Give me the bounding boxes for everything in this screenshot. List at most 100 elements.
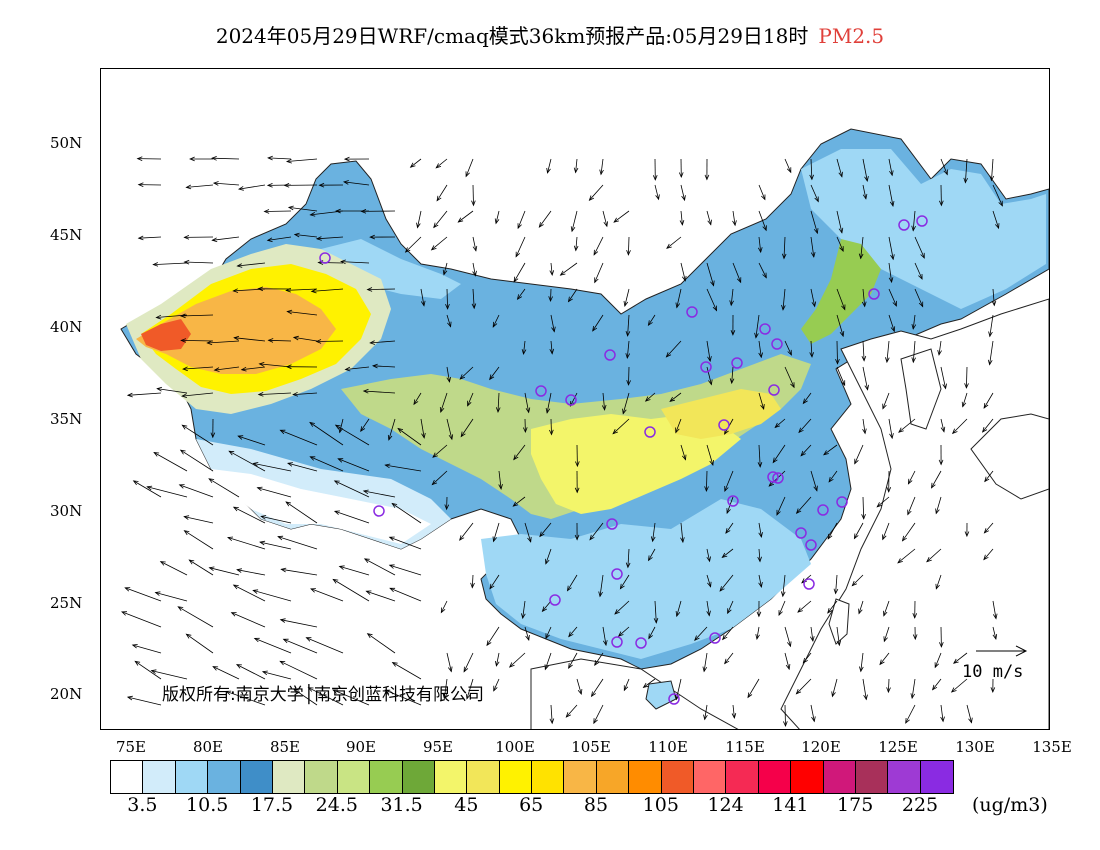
wind-arrowhead — [285, 287, 291, 293]
wind-arrowhead — [286, 309, 293, 315]
wind-arrowhead — [876, 502, 883, 508]
wind-arrowhead — [360, 426, 366, 433]
wind-arrow — [772, 444, 786, 463]
wind-arrowhead — [232, 288, 239, 293]
wind-arrow — [626, 340, 630, 359]
wind-arrow — [432, 444, 448, 458]
wind-arrowhead — [459, 535, 465, 541]
wind-arrow — [571, 210, 578, 232]
colorbar-swatch-25 — [920, 761, 954, 793]
wind-arrow — [253, 463, 292, 472]
wind-arrowhead — [879, 659, 885, 666]
wind-arrowhead — [882, 403, 887, 410]
wind-arrowhead — [694, 635, 700, 641]
wind-arrowhead — [827, 607, 833, 614]
wind-arrowhead — [724, 428, 729, 435]
wind-arrowhead — [939, 642, 944, 648]
wind-arrow — [784, 366, 795, 388]
wind-arrowhead — [940, 426, 946, 433]
wind-arrow — [591, 678, 604, 697]
wind-arrow — [810, 470, 818, 491]
wind-arrowhead — [309, 421, 315, 427]
wind-arrow — [989, 314, 994, 337]
wind-arrow — [827, 600, 838, 614]
wind-arrowhead — [622, 408, 627, 415]
wind-arrowhead — [185, 633, 192, 639]
wind-reference-label: 10 m/s — [962, 662, 1024, 682]
wind-arrowhead — [521, 613, 526, 620]
wind-arrowhead — [907, 478, 913, 485]
wind-arrow — [446, 366, 450, 382]
wind-arrowhead — [731, 712, 737, 719]
wind-arrowhead — [892, 300, 897, 307]
wind-arrow — [952, 418, 968, 434]
wind-arrowhead — [612, 429, 618, 435]
wind-arrowhead — [237, 435, 244, 440]
wind-arrowhead — [213, 367, 220, 372]
wind-arrow — [836, 340, 838, 364]
colorbar-label-3: 24.5 — [315, 794, 358, 816]
wind-arrowhead — [602, 640, 608, 647]
wind-arrowhead — [863, 694, 868, 701]
colorbar-swatch-4 — [240, 761, 273, 793]
wind-arrow — [570, 392, 578, 407]
wind-arrowhead — [724, 485, 729, 492]
wind-arrow — [852, 574, 864, 586]
wind-arrow — [212, 157, 240, 160]
wind-arrowhead — [549, 429, 554, 436]
wind-arrowhead — [998, 200, 1003, 207]
wind-arrowhead — [593, 718, 598, 725]
wind-arrowhead — [886, 487, 892, 493]
wind-arrow — [513, 444, 526, 460]
wind-arrowhead — [489, 374, 495, 381]
wind-arrow — [498, 470, 502, 489]
wind-arrow — [293, 337, 318, 342]
wind-arrowhead — [983, 554, 989, 561]
wind-arrow — [782, 288, 786, 310]
wind-arrow — [391, 503, 422, 524]
wind-arrow — [134, 660, 162, 680]
wind-arrow — [238, 435, 266, 446]
wind-arrowhead — [472, 270, 477, 277]
wind-arrow — [706, 470, 708, 492]
wind-arrowhead — [307, 687, 314, 692]
wind-arrow — [238, 184, 266, 190]
wind-arrowhead — [539, 531, 545, 538]
wind-arrow — [758, 236, 762, 253]
wind-arrow — [446, 288, 448, 309]
wind-arrow — [755, 314, 760, 338]
wind-arrowhead — [710, 280, 715, 287]
wind-arrow — [652, 522, 656, 542]
wind-arrow — [706, 288, 717, 311]
wind-arrow — [898, 418, 916, 433]
wind-arrow — [179, 484, 214, 498]
wind-arrowhead — [545, 407, 551, 414]
wind-arrow — [147, 486, 188, 498]
wind-arrowhead — [675, 427, 680, 434]
wind-arrow — [724, 652, 734, 664]
wind-arrowhead — [675, 611, 681, 618]
wind-arrow — [783, 236, 786, 259]
wind-arrow — [522, 600, 526, 619]
wind-arrowhead — [810, 251, 816, 258]
wind-arrowhead — [992, 633, 998, 641]
wind-arrow — [724, 470, 734, 492]
wind-arrowhead — [541, 606, 547, 613]
wind-arrow — [727, 600, 734, 614]
wind-arrowhead — [333, 510, 340, 515]
colorbar-swatch-10 — [434, 761, 468, 793]
wind-arrow — [654, 184, 659, 200]
wind-arrow — [339, 566, 370, 576]
wind-arrowhead — [240, 366, 247, 372]
wind-arrowhead — [889, 170, 894, 177]
wind-arrow — [940, 158, 948, 175]
wind-arrowhead — [573, 245, 579, 252]
wind-arrowhead — [802, 657, 808, 664]
wind-arrowhead — [589, 534, 595, 541]
wind-arrowhead — [598, 591, 603, 598]
wind-arrow — [888, 158, 893, 176]
wind-arrowhead — [931, 482, 936, 489]
wind-arrowhead — [257, 392, 264, 397]
colorbar-swatch-18 — [694, 761, 727, 793]
wind-arrow — [151, 670, 188, 680]
